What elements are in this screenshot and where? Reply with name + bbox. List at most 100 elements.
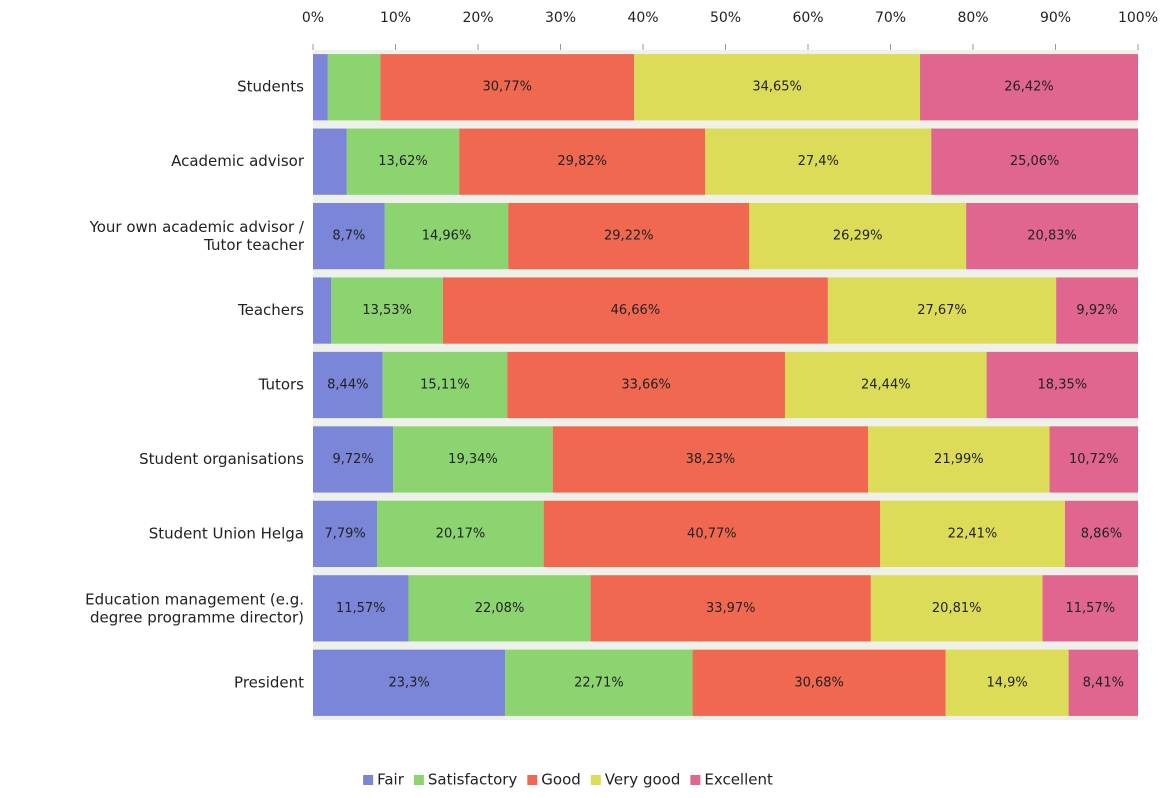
bar-segment (692, 649, 946, 716)
category-label: Academic advisor (171, 152, 305, 170)
x-tick-label: 30% (545, 10, 576, 26)
legend-label: Excellent (704, 771, 773, 789)
bar-segment (313, 500, 378, 568)
data-label: 34,65% (752, 80, 802, 95)
bar-segment (384, 202, 509, 270)
x-tick-label: 70% (875, 10, 906, 26)
legend-label: Satisfactory (428, 771, 518, 789)
bar-segment (380, 54, 635, 121)
bar-segment (931, 128, 1138, 195)
data-label: 11,57% (1065, 601, 1115, 616)
data-label: 27,67% (917, 303, 967, 318)
bar-segment (590, 575, 871, 642)
data-label: 26,42% (1004, 80, 1054, 95)
bar-segment (945, 649, 1069, 716)
data-label: 20,17% (436, 526, 486, 541)
bar-segment (313, 575, 409, 642)
bar-segment (507, 351, 785, 419)
bar-segment (377, 500, 544, 568)
data-label: 22,41% (948, 526, 998, 541)
data-label: 38,23% (686, 452, 736, 467)
category-label: Your own academic advisor / Tutor teacher (89, 218, 305, 254)
data-label: 20,83% (1027, 229, 1077, 244)
data-label: 8,44% (327, 378, 368, 393)
bar-segment (313, 54, 328, 121)
bar-segment (313, 351, 383, 419)
bar-segment (543, 500, 881, 568)
legend-label: Very good (605, 771, 681, 789)
data-label: 8,86% (1081, 526, 1122, 541)
bar-segment (313, 649, 506, 716)
category-label: Student organisations (139, 450, 304, 468)
bar-segment (505, 649, 693, 716)
bar-segment (1068, 649, 1138, 716)
legend-swatch (527, 775, 538, 785)
x-tick-label: 50% (710, 10, 741, 26)
bar-segment (986, 351, 1138, 419)
bar-segment (870, 575, 1043, 642)
bar-segment (313, 202, 385, 270)
legend: Fair Satisfactory Good Very good Excellent (363, 771, 773, 789)
data-label: 8,41% (1083, 675, 1124, 690)
data-label: 13,62% (378, 154, 428, 169)
data-label: 7,79% (324, 526, 365, 541)
bar-segment (705, 128, 932, 195)
bar-segment (552, 426, 869, 493)
data-label: 27,4% (798, 154, 839, 169)
x-tick-label: 100% (1118, 10, 1158, 26)
bar-segment (920, 54, 1138, 121)
data-label: 29,82% (557, 154, 607, 169)
x-tick-label: 80% (957, 10, 988, 26)
data-label: 11,57% (336, 601, 386, 616)
bar-segment (966, 202, 1138, 270)
data-label: 18,35% (1038, 378, 1088, 393)
bar-segment (313, 426, 394, 493)
bar-segment (346, 128, 460, 195)
legend-swatch (690, 775, 701, 785)
data-label: 21,99% (934, 452, 984, 467)
data-label: 9,92% (1076, 303, 1117, 318)
data-label: 20,81% (932, 601, 982, 616)
legend-label: Good (541, 771, 581, 789)
bar-segment (1049, 426, 1138, 493)
bar-segment (634, 54, 921, 121)
bar-segment (313, 277, 332, 344)
legend-swatch (413, 775, 424, 785)
data-label: 33,97% (706, 601, 756, 616)
bar-segment (313, 128, 347, 195)
category-label: President (234, 673, 304, 691)
bar-segment (327, 54, 381, 121)
x-tick-label: 20% (462, 10, 493, 26)
data-label: 30,68% (794, 675, 844, 690)
bar-segment (1064, 500, 1138, 568)
bar-segment (442, 277, 828, 344)
bar-segment (868, 426, 1050, 493)
bar-segment (408, 575, 591, 642)
data-label: 19,34% (448, 452, 498, 467)
data-label: 26,29% (833, 229, 883, 244)
data-label: 29,22% (604, 229, 654, 244)
data-label: 8,7% (332, 229, 365, 244)
data-label: 25,06% (1010, 154, 1060, 169)
category-label: Education management (e.g. degree program… (85, 590, 304, 626)
category-label: Student Union Helga (149, 524, 304, 542)
data-label: 13,53% (362, 303, 412, 318)
x-tick-label: 10% (380, 10, 411, 26)
data-label: 46,66% (611, 303, 661, 318)
data-label: 22,71% (574, 675, 624, 690)
legend-label: Fair (377, 771, 405, 789)
legend-swatch (363, 775, 374, 785)
legend-swatch (590, 775, 601, 785)
bar-segment (393, 426, 553, 493)
bar-segment (382, 351, 508, 419)
data-label: 30,77% (482, 80, 532, 95)
data-label: 14,9% (986, 675, 1027, 690)
data-label: 24,44% (861, 378, 911, 393)
bar-segment (827, 277, 1057, 344)
category-label: Students (237, 78, 304, 96)
bar-segment (784, 351, 987, 419)
x-tick-label: 60% (792, 10, 823, 26)
data-label: 33,66% (621, 378, 671, 393)
bar-segment (1042, 575, 1138, 642)
